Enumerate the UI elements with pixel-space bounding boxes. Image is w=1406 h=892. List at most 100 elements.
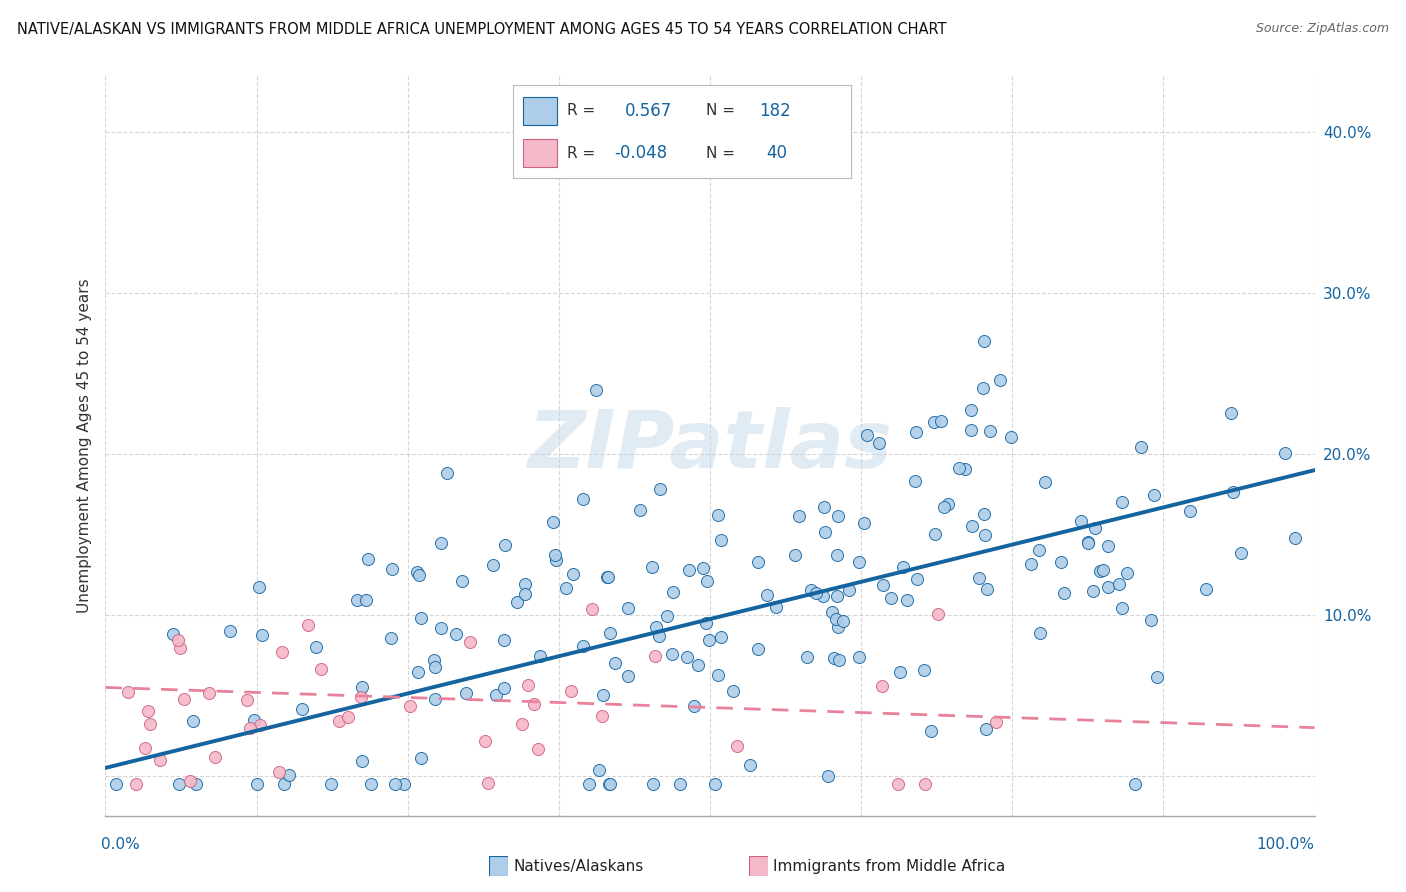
Point (588, 764, 610, 778)
Point (696, 574, 718, 588)
Point (756, 588, 779, 602)
Text: 0.0%: 0.0% (101, 837, 141, 852)
Point (953, 461, 976, 475)
Point (357, 552, 380, 566)
Point (136, 704, 159, 718)
Point (319, 777, 342, 791)
Point (430, 621, 453, 635)
Point (904, 474, 927, 488)
Point (1195, 582, 1218, 597)
Point (889, 665, 911, 679)
Point (796, 650, 818, 665)
Point (494, 538, 516, 552)
Point (599, 777, 621, 791)
Point (896, 592, 918, 607)
Text: 182: 182 (759, 102, 792, 120)
Point (572, 639, 595, 653)
Point (336, 710, 359, 724)
Point (555, 581, 578, 595)
Point (641, 777, 664, 791)
Point (1097, 539, 1119, 553)
Point (707, 668, 730, 682)
Point (197, 686, 219, 700)
Point (204, 749, 226, 764)
Point (1274, 446, 1296, 460)
Point (1230, 545, 1253, 559)
Point (1083, 520, 1105, 534)
Point (825, 612, 848, 626)
Point (598, 777, 620, 791)
Point (967, 571, 990, 585)
Point (813, 500, 835, 514)
Point (1222, 485, 1244, 500)
Point (423, 691, 446, 706)
Point (1028, 625, 1050, 640)
Point (485, 688, 508, 702)
Point (872, 578, 894, 592)
Point (1081, 584, 1104, 599)
Point (676, 649, 699, 664)
Point (179, 774, 201, 789)
Point (596, 570, 619, 584)
Point (304, 640, 326, 654)
Point (350, 754, 373, 768)
Point (683, 699, 706, 714)
Point (765, 600, 787, 615)
Point (905, 572, 928, 586)
Point (250, 628, 273, 642)
Point (872, 679, 894, 693)
Point (984, 715, 1007, 730)
Point (823, 650, 845, 665)
Point (544, 548, 567, 562)
Point (591, 709, 613, 723)
Point (641, 559, 664, 574)
Point (346, 593, 368, 607)
Text: ZIPatlas: ZIPatlas (527, 407, 893, 485)
Point (1129, 440, 1152, 454)
Point (827, 620, 849, 634)
Point (905, 425, 928, 440)
Point (838, 583, 860, 598)
Point (813, 589, 835, 603)
Point (1077, 535, 1099, 549)
Point (249, 718, 271, 732)
Point (1284, 531, 1306, 545)
Point (173, 691, 195, 706)
Point (1000, 430, 1022, 444)
Point (271, 645, 294, 659)
Point (247, 580, 270, 594)
Point (527, 741, 550, 756)
Text: -0.048: -0.048 (614, 145, 668, 162)
Point (644, 649, 666, 664)
Point (523, 697, 546, 711)
Point (1021, 558, 1043, 572)
Point (648, 483, 671, 497)
Point (134, 740, 156, 755)
Point (599, 626, 621, 640)
Point (1111, 494, 1133, 508)
Point (246, 777, 269, 791)
Point (828, 653, 851, 667)
Point (219, 624, 242, 638)
Point (544, 553, 567, 567)
Point (1033, 475, 1056, 490)
Point (988, 373, 1011, 387)
Point (423, 653, 446, 667)
Point (239, 722, 262, 736)
Point (510, 716, 533, 731)
Text: R =: R = (567, 103, 595, 119)
Point (974, 723, 997, 737)
Point (592, 688, 614, 702)
Text: N =: N = (706, 145, 734, 161)
Point (406, 565, 429, 579)
Point (703, 777, 725, 791)
Point (721, 683, 744, 698)
Point (494, 681, 516, 695)
Point (1146, 670, 1168, 684)
Point (1108, 576, 1130, 591)
Point (979, 424, 1001, 438)
Point (697, 632, 720, 647)
Point (920, 724, 942, 739)
Point (804, 586, 827, 600)
Point (725, 739, 748, 753)
